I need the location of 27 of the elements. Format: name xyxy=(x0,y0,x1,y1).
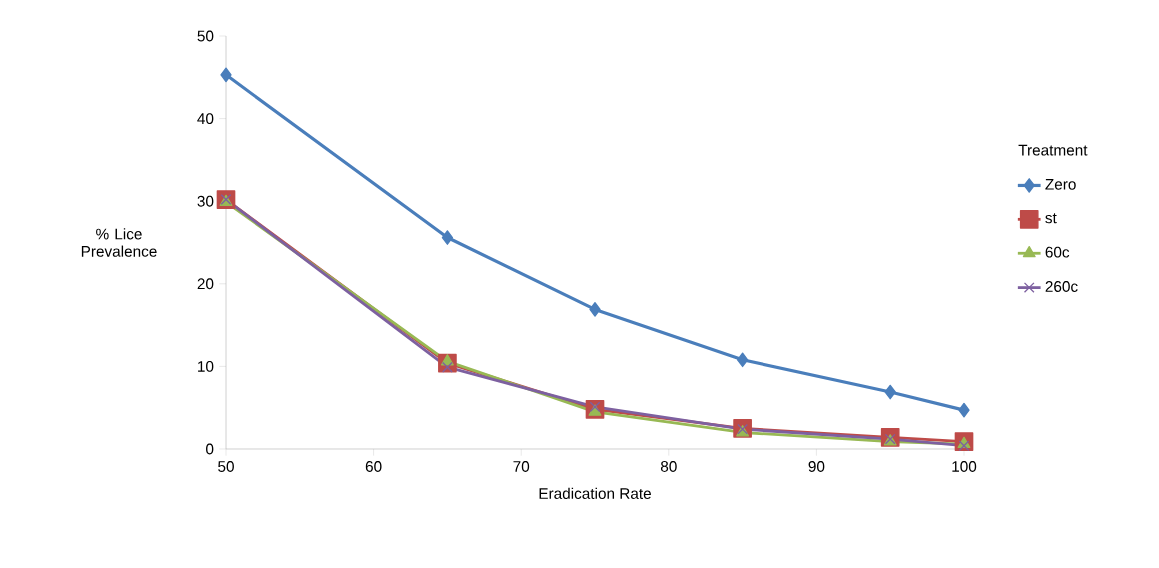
x-tick-label: 70 xyxy=(513,461,530,472)
point xyxy=(589,302,601,317)
x-tick-label: 50 xyxy=(218,461,234,472)
y-axis-title: % Lice Prevalence xyxy=(81,228,157,257)
x-tick-label: 60 xyxy=(365,461,382,472)
point xyxy=(958,402,970,418)
point xyxy=(220,67,232,83)
y-tick-label: 30 xyxy=(197,195,214,207)
point xyxy=(958,440,970,452)
legend-title: Treatment xyxy=(1018,144,1088,156)
legend-label: 260c xyxy=(1045,281,1078,292)
x-axis-title: Eradication Rate xyxy=(539,487,651,499)
point xyxy=(442,361,453,373)
x-tick-label: 90 xyxy=(808,461,825,472)
y-tick-label: 40 xyxy=(197,113,214,125)
y-tick-label: 20 xyxy=(197,278,214,290)
legend-label: 60c xyxy=(1045,246,1070,258)
legend-label: st xyxy=(1045,213,1057,224)
x-tick-label: 100 xyxy=(952,461,977,472)
y-tick-label: 50 xyxy=(197,30,214,42)
point xyxy=(736,352,749,368)
y-tick-label: 10 xyxy=(198,360,214,372)
point xyxy=(441,230,454,245)
point xyxy=(884,384,896,400)
legend-label: Zero xyxy=(1045,179,1076,190)
x-tick-label: 80 xyxy=(660,461,677,472)
y-tick-label: 0 xyxy=(206,443,214,455)
